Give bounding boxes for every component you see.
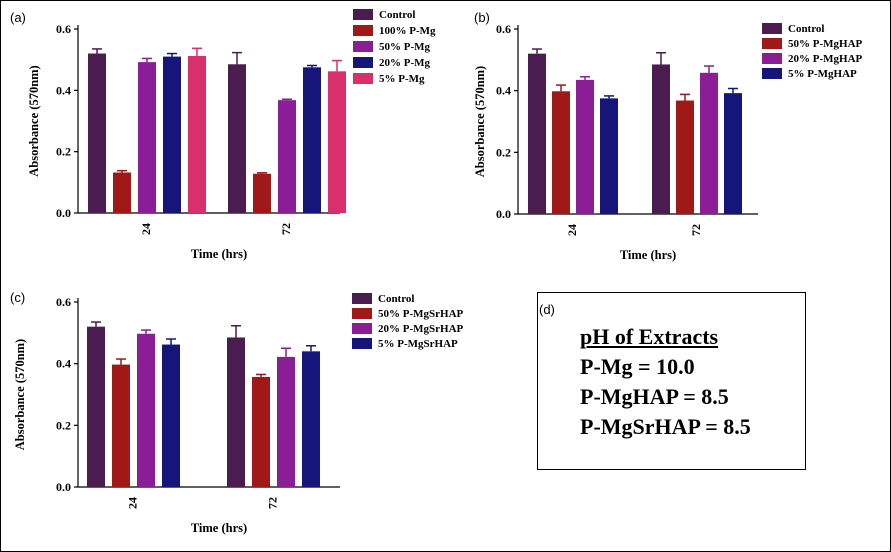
bar-c-24-2	[137, 333, 155, 487]
y-tick-label: 0.4	[56, 357, 71, 371]
y-axis-label: Absorbance (570nm)	[473, 66, 487, 177]
legend-swatch	[353, 25, 373, 36]
bar-a-72-1	[253, 173, 271, 213]
legend-swatch	[352, 308, 372, 319]
legend-swatch	[762, 38, 782, 49]
bar-a-72-2	[278, 100, 296, 213]
x-tick-label: 72	[265, 497, 279, 509]
legend-label: 20% P-MgHAP	[788, 53, 863, 65]
legend-swatch	[353, 9, 373, 20]
x-tick-label: 72	[279, 223, 293, 235]
ph-line-p-mgsrhap: P-MgSrHAP = 8.5	[580, 414, 751, 439]
ph-extracts-text: pH of Extracts P-Mg = 10.0 P-MgHAP = 8.5…	[580, 322, 751, 442]
legend-swatch	[353, 73, 373, 84]
ph-line-p-mg: P-Mg = 10.0	[580, 354, 695, 379]
legend-swatch	[352, 338, 372, 349]
y-tick-label: 0.6	[56, 22, 71, 36]
chart-panel-c: (c) 0.0 0.2 0.4 0.6 Absorbance (570nm) Time (h…	[10, 290, 464, 535]
x-tick-label: 24	[125, 497, 139, 509]
bar-b-24-0	[528, 53, 546, 214]
legend-label: Control	[378, 293, 414, 305]
panel-d-box	[537, 292, 806, 470]
bar-a-24-1	[113, 172, 131, 213]
chart-panel-b: (b) 0.0 0.2 0.4 0.6 Absorbance (570nm) Time (h…	[473, 10, 863, 262]
legend-swatch	[353, 41, 373, 52]
panel-d-label: (d)	[539, 302, 555, 317]
y-tick-label: 0.0	[56, 206, 71, 220]
bar-a-24-3	[163, 56, 181, 213]
legend-label: 50% P-Mg	[379, 41, 431, 53]
y-tick-label: 0.0	[496, 207, 511, 221]
y-axis-label: Absorbance (570nm)	[27, 65, 41, 176]
legend-label: Control	[788, 23, 824, 35]
bar-c-24-3	[162, 344, 180, 487]
bar-a-24-2	[138, 62, 156, 214]
y-tick-label: 0.6	[496, 22, 511, 36]
y-tick-label: 0.2	[56, 145, 71, 159]
x-axis-label: Time (hrs)	[620, 248, 676, 262]
legend-label: 20% P-MgSrHAP	[378, 323, 464, 335]
bar-a-24-0	[88, 53, 106, 214]
panel-label-a: (a)	[10, 10, 26, 25]
x-axis-label: Time (hrs)	[191, 521, 247, 535]
bar-a-72-0	[228, 64, 246, 214]
ph-line-p-mghap: P-MgHAP = 8.5	[580, 384, 729, 409]
bar-b-72-1	[676, 100, 694, 214]
ph-title: pH of Extracts	[580, 324, 719, 349]
panel-label-b: (b)	[474, 10, 490, 25]
bar-c-72-0	[227, 337, 245, 487]
y-tick-label: 0.2	[496, 145, 511, 159]
bar-b-24-2	[576, 79, 594, 214]
legend-label: 5% P-MgHAP	[788, 68, 857, 80]
x-tick-label: 24	[565, 224, 579, 236]
legend-label: 20% P-Mg	[379, 57, 431, 69]
legend-swatch	[762, 23, 782, 34]
legend-swatch	[352, 293, 372, 304]
legend-swatch	[762, 68, 782, 79]
panel-label-c: (c)	[10, 290, 25, 305]
legend-label: 5% P-Mg	[379, 73, 425, 85]
legend-swatch	[353, 57, 373, 68]
bar-b-72-2	[700, 72, 718, 215]
bar-b-24-1	[552, 91, 570, 214]
bar-a-72-3	[303, 67, 321, 213]
y-tick-label: 0.0	[56, 480, 71, 494]
legend-swatch	[762, 53, 782, 64]
legend-label: 50% P-MgSrHAP	[378, 308, 464, 320]
x-tick-label: 72	[689, 224, 703, 236]
legend-label: Control	[379, 9, 415, 21]
bar-a-72-4	[328, 71, 346, 213]
bar-c-24-0	[87, 326, 105, 487]
legend-swatch	[352, 323, 372, 334]
y-tick-label: 0.4	[56, 83, 71, 97]
bar-c-72-3	[302, 351, 320, 487]
chart-panel-a: (a) 0.0 0.2 0.4 0.6 Absorbance (570nm) Time (h…	[10, 9, 436, 261]
y-tick-label: 0.4	[496, 84, 511, 98]
y-tick-label: 0.2	[56, 418, 71, 432]
legend-label: 5% P-MgSrHAP	[378, 338, 458, 350]
bar-c-24-1	[112, 364, 130, 487]
bar-b-72-0	[652, 64, 670, 214]
bar-c-72-2	[277, 356, 295, 487]
bar-a-24-4	[188, 55, 206, 214]
bar-c-72-1	[252, 376, 270, 487]
bar-b-24-3	[600, 98, 618, 214]
bar-b-72-3	[724, 93, 742, 214]
x-tick-label: 24	[139, 223, 153, 235]
y-tick-label: 0.6	[56, 295, 71, 309]
y-axis-label: Absorbance (570nm)	[13, 339, 27, 450]
legend-label: 100% P-Mg	[379, 25, 436, 37]
x-axis-label: Time (hrs)	[191, 247, 247, 261]
legend-label: 50% P-MgHAP	[788, 38, 863, 50]
